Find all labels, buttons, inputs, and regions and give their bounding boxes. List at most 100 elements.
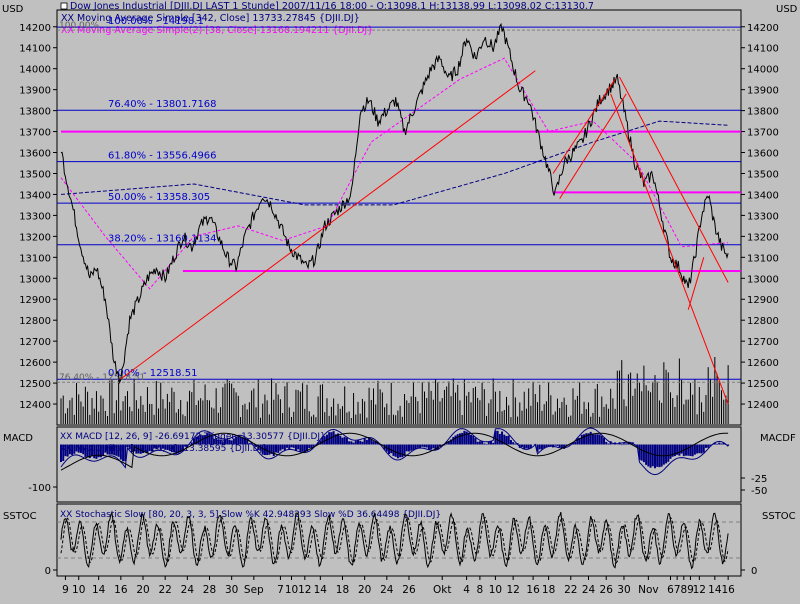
stoch-label: SSTOC (3, 511, 37, 522)
y-tick-label-right: 14100 (747, 44, 779, 55)
y-tick-label: 13300 (19, 211, 51, 222)
trend-line (687, 257, 705, 310)
macd-lines (60, 427, 729, 476)
x-tick-label: Sep (244, 584, 264, 596)
x-tick-label: 22 (564, 584, 577, 596)
trend-lines (120, 70, 729, 405)
macd-label: MACD (3, 433, 33, 444)
y-tick-label: 14200 (19, 23, 51, 34)
y-tick-label: 12500 (19, 379, 51, 390)
x-tick-label: 12 (298, 584, 311, 596)
x-tick-label: 28 (203, 584, 216, 596)
x-tick-label: 10 (72, 584, 85, 596)
y-tick-label-right: 12400 (747, 400, 779, 411)
y-tick-label: 13900 (19, 86, 51, 97)
y-tick-label: 13200 (19, 232, 51, 243)
x-tick-label: 8 (680, 584, 687, 596)
fib-label: 38.20% - 13160.1134 (108, 234, 217, 245)
x-tick-label: 30 (225, 584, 238, 596)
x-tick-label: Okt (433, 584, 451, 596)
fib-label: 61.80% - 13556.4966 (108, 151, 217, 162)
y-tick-label: 12600 (19, 358, 51, 369)
fibonacci-levels: 100.00% - 14198.1 76.40% - 13801.7168 61.8… (57, 16, 741, 383)
y-tick-label-right: 12800 (747, 316, 779, 327)
macd-panel[interactable] (56, 426, 742, 503)
macd-legend-2: XX MACD Filter [12, 26, 9] -13.38595 {DJ… (60, 444, 268, 454)
x-tick-label: 18 (542, 584, 555, 596)
fib-label: 50.00% - 13358.305 (108, 192, 210, 203)
fib-secondary-label: 76.40% - 12518.51 (59, 373, 145, 383)
trend-line (552, 78, 616, 174)
x-tick-label: 7 (277, 584, 284, 596)
x-tick-label: 26 (600, 584, 614, 596)
y-tick-label-right: 13000 (747, 274, 779, 285)
x-tick-label: 30 (617, 584, 630, 596)
currency-left: USD (2, 4, 24, 15)
x-tick-label: Nov (638, 584, 659, 596)
macd-tick-label-right: -50 (751, 486, 767, 497)
y-tick-label-right: 13400 (747, 190, 779, 201)
trend-line (610, 93, 729, 405)
trend-line (120, 70, 536, 380)
x-tick-label: 14 (314, 584, 328, 596)
y-tick-label-right: 13100 (747, 253, 779, 264)
y-tick-label: 13700 (19, 128, 51, 139)
x-tick-label: 10 (489, 584, 502, 596)
x-tick-label: 26 (402, 584, 416, 596)
y-tick-label-right: 13800 (747, 107, 779, 118)
macd-label-right: MACDF (760, 433, 796, 444)
y-tick-label-right: 14000 (747, 65, 779, 76)
x-tick-label: 24 (380, 584, 394, 596)
price-line (60, 22, 729, 385)
macd-tick-label-right: -25 (751, 474, 767, 485)
y-tick-label: 12900 (19, 295, 51, 306)
stoch-legend: XX Stochastic Slow [80, 20, 3, 3, 5] Slo… (60, 510, 441, 520)
x-tick-label: 24 (181, 584, 195, 596)
x-tick-label: 4 (463, 584, 470, 596)
x-tick-label: 14 (92, 584, 106, 596)
y-tick-label-right: 13500 (747, 169, 779, 180)
y-tick-label-right: 12700 (747, 337, 779, 348)
y-tick-label-right: 13900 (747, 86, 779, 97)
y-tick-label: 14100 (19, 44, 51, 55)
y-tick-label: 13800 (19, 107, 51, 118)
x-tick-label: 9 (687, 584, 694, 596)
x-tick-label: 18 (336, 584, 349, 596)
y-tick-label-right: 12900 (747, 295, 779, 306)
x-tick-label: 6 (667, 584, 674, 596)
x-tick-label: 20 (358, 584, 371, 596)
x-tick-label: 22 (158, 584, 171, 596)
stoch-lines (60, 511, 729, 570)
y-tick-label: 12800 (19, 316, 51, 327)
x-tick-label: 16 (721, 584, 735, 596)
checkbox-icon[interactable] (60, 2, 68, 10)
stoch-tick-label-right: 0 (751, 566, 757, 577)
y-tick-label: 14000 (19, 65, 51, 76)
trend-line (559, 93, 627, 199)
x-tick-label: 14 (708, 584, 722, 596)
y-tick-label-right: 13200 (747, 232, 779, 243)
fib-label: 76.40% - 13801.7168 (108, 99, 217, 110)
price-panel[interactable] (56, 9, 742, 426)
currency-right: USD (776, 4, 798, 15)
y-tick-label-right: 13600 (747, 149, 779, 160)
x-tick-label: 24 (582, 584, 596, 596)
stoch-d-line (60, 516, 729, 564)
header-line: XX Moving Average Simple [342, Close] 13… (61, 13, 360, 24)
y-tick-label: 13100 (19, 253, 51, 264)
price-series (60, 22, 729, 385)
trigger-line (60, 432, 729, 471)
x-tick-label: 20 (136, 584, 149, 596)
y-tick-label: 13500 (19, 169, 51, 180)
x-tick-label: 16 (114, 584, 128, 596)
y-tick-label-right: 13700 (747, 128, 779, 139)
macd-legend-1: XX MACD [12, 26, 9] -26.69172 Trigger -1… (60, 432, 326, 442)
y-tick-label: 13600 (19, 149, 51, 160)
price-y-axis-right: 12400 12500 12600 12700 12800 12900 13000 13100… (741, 23, 779, 411)
x-tick-label: 8 (477, 584, 484, 596)
header-line: Dow Jones Industrial [DJII.DJ LAST 1 Stu… (70, 1, 594, 12)
stochastic-panel[interactable] (56, 503, 742, 577)
x-tick-label: 12 (506, 584, 519, 596)
